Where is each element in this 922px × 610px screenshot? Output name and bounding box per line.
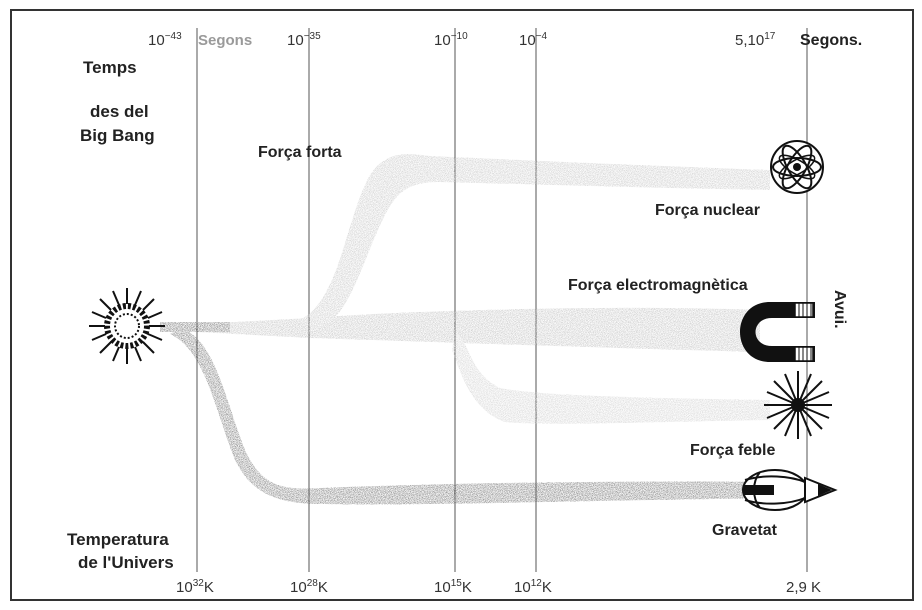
time-label-2: 10−35 <box>287 31 321 50</box>
temperature-label-4: 1012K <box>514 578 552 597</box>
time-label-3: 10−10 <box>434 31 468 50</box>
time-label-4: 10−4 <box>519 31 548 50</box>
weak-force-band <box>452 332 770 424</box>
strong-force-label: Força forta <box>258 144 342 161</box>
weak-force-label: Força feble <box>690 442 776 459</box>
time-heading-line2: des del <box>90 102 149 121</box>
gravity-icon <box>742 469 838 511</box>
nuclear-force-label: Força nuclear <box>655 202 760 219</box>
temperature-label-2: 1028K <box>290 578 328 597</box>
time-heading-line3: Big Bang <box>80 126 155 145</box>
today-label: Avui. <box>831 290 848 329</box>
time-label-5: 5,1017 <box>735 31 776 50</box>
time-unit-2: Segons. <box>800 32 863 49</box>
temperature-heading-line2: de l'Univers <box>78 553 174 572</box>
temperature-label-3: 1015K <box>434 578 472 597</box>
temperature-label-5: 2,9 K <box>786 579 822 596</box>
atom-icon <box>770 140 824 194</box>
temperature-heading-line1: Temperatura <box>67 530 169 549</box>
gravity-label: Gravetat <box>712 522 777 539</box>
electromagnetic-force-label: Força electromagnètica <box>568 277 748 294</box>
strong-force-band <box>300 153 770 330</box>
time-label-1: 10−43 <box>148 31 182 50</box>
weak-force-icon <box>764 371 832 439</box>
diagram-frame <box>10 9 914 601</box>
big-bang-icon <box>89 288 165 364</box>
gravity-band <box>170 328 780 505</box>
temperature-label-1: 1032K <box>176 578 214 597</box>
time-unit-1: Segons <box>198 32 253 49</box>
time-heading-line1: Temps <box>83 58 137 77</box>
magnet-icon <box>740 302 815 362</box>
